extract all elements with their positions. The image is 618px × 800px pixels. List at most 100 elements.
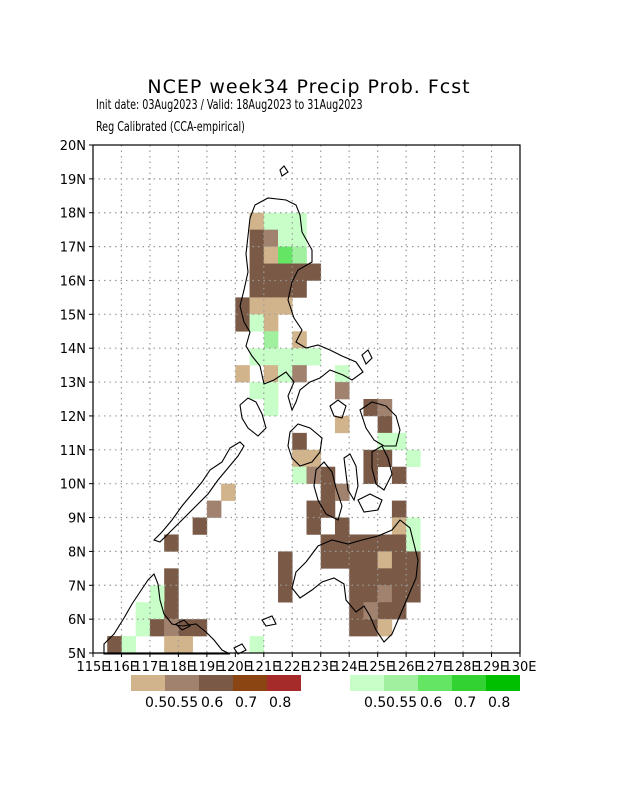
basilan-island — [261, 615, 277, 627]
axis-ticks: 115E116E117E118E119E120E121E122E123E124E… — [60, 139, 537, 675]
dry-legend-label: 0.55 — [167, 695, 198, 711]
probability-cell — [306, 449, 322, 468]
map-title: NCEP week34 Precip Prob. Fcst — [147, 76, 471, 98]
probability-cell — [292, 466, 307, 484]
babuyan-island — [279, 165, 289, 177]
probability-cell — [306, 517, 322, 535]
probability-cell — [249, 636, 265, 654]
probability-cell — [263, 229, 279, 247]
probability-cell — [278, 585, 293, 603]
map-frame — [92, 144, 521, 654]
probability-cells — [107, 212, 421, 654]
x-tick-label: 119E — [190, 660, 223, 675]
probability-cell — [363, 619, 378, 637]
probability-cell — [334, 382, 350, 400]
y-tick-label: 16N — [60, 274, 86, 289]
y-tick-label: 10N — [60, 478, 86, 493]
y-tick-label: 14N — [60, 342, 86, 357]
probability-cell — [320, 534, 336, 552]
x-tick-label: 127E — [418, 660, 451, 675]
probability-cell — [249, 246, 265, 264]
probability-cell — [377, 551, 393, 569]
x-tick-label: 121E — [247, 660, 280, 675]
probability-cell — [278, 348, 293, 366]
probability-cell — [363, 449, 378, 468]
y-tick-label: 20N — [60, 139, 86, 154]
probability-cell — [149, 602, 165, 620]
probability-cell — [278, 551, 293, 569]
color-legend: 0.5 0.55 0.6 0.7 0.8 0.5 0.55 0.6 0.7 0.8 — [131, 675, 520, 711]
probability-cell — [334, 365, 350, 383]
y-tick-label: 12N — [60, 410, 86, 425]
x-tick-label: 129E — [475, 660, 508, 675]
probability-cell — [249, 348, 265, 366]
x-tick-label: 118E — [162, 660, 195, 675]
dry-legend-swatch — [267, 675, 301, 691]
wet-legend-label: 0.5 — [364, 695, 386, 711]
probability-cell — [249, 280, 265, 298]
x-tick-label: 125E — [361, 660, 394, 675]
x-tick-label: 115E — [76, 660, 109, 675]
probability-cell — [391, 517, 407, 535]
probability-cell — [263, 246, 279, 264]
y-tick-label: 19N — [60, 173, 86, 188]
probability-cell — [377, 415, 393, 434]
wet-legend-label: 0.6 — [420, 695, 442, 711]
y-tick-label: 15N — [60, 308, 86, 323]
probability-cell — [278, 229, 293, 247]
probability-cell — [377, 399, 393, 417]
probability-cell — [292, 449, 307, 468]
probability-cell — [292, 280, 307, 298]
probability-cell — [235, 365, 250, 383]
probability-cell — [306, 263, 322, 281]
probability-cell — [292, 365, 307, 383]
probability-cell — [221, 483, 236, 501]
probability-cell — [306, 466, 322, 484]
grid-lines — [93, 145, 520, 653]
dry-legend-label: 0.6 — [201, 695, 223, 711]
probability-cell — [320, 551, 336, 569]
y-tick-label: 18N — [60, 207, 86, 222]
probability-cell — [391, 585, 407, 603]
wet-legend-swatch — [486, 675, 520, 691]
probability-cell — [149, 619, 165, 637]
probability-cell — [249, 314, 265, 332]
x-tick-label: 123E — [304, 660, 337, 675]
probability-cell — [320, 500, 336, 518]
probability-cell — [263, 263, 279, 281]
y-tick-label: 6N — [68, 613, 86, 628]
probability-cell — [192, 517, 208, 535]
probability-cell — [135, 602, 151, 620]
probability-cell — [164, 602, 179, 620]
probability-cell — [363, 568, 378, 586]
probability-cell — [164, 534, 179, 552]
cebu-coastline — [343, 453, 359, 502]
probability-cell — [292, 331, 307, 349]
probability-cell — [292, 212, 307, 230]
x-tick-label: 120E — [219, 660, 252, 675]
probability-cell — [349, 568, 364, 586]
probability-cell — [377, 449, 393, 468]
y-tick-label: 8N — [68, 545, 86, 560]
probability-cell — [263, 212, 279, 230]
coastlines — [103, 165, 419, 655]
probability-cell — [334, 551, 350, 569]
mindoro-coastline — [239, 397, 267, 437]
probability-cell — [406, 585, 421, 603]
panay-coastline — [287, 423, 323, 467]
mindanao-coastline — [291, 519, 419, 643]
probability-cell — [363, 466, 378, 484]
dry-legend-swatch — [165, 675, 199, 691]
x-tick-label: 116E — [105, 660, 138, 675]
probability-cell — [206, 500, 222, 518]
probability-cell — [334, 415, 350, 434]
probability-cell — [377, 585, 393, 603]
probability-cell — [363, 602, 378, 620]
probability-cell — [263, 297, 279, 315]
probability-cell — [263, 382, 279, 400]
dry-legend-swatch — [199, 675, 233, 691]
catanduanes-island — [361, 349, 373, 365]
probability-cell — [334, 517, 350, 535]
probability-cell — [249, 382, 265, 400]
